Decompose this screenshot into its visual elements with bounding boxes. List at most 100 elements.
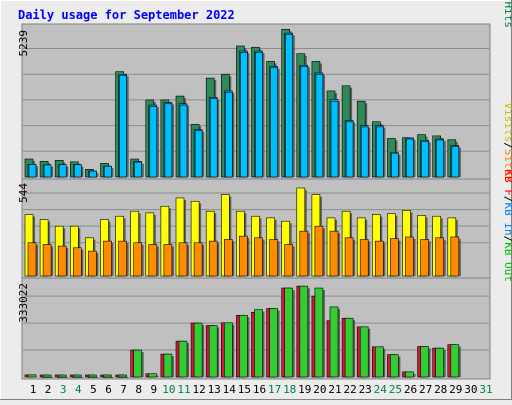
x-label-day-20: 20 — [313, 383, 326, 396]
x-label-day-19: 19 — [298, 383, 311, 396]
pages-bar-day-16 — [256, 52, 263, 177]
kbout-bar-day-1 — [28, 375, 36, 377]
kbout-bar-day-19 — [300, 286, 308, 377]
visits-ymax-label: 544 — [17, 183, 30, 203]
x-label-day-12: 12 — [192, 383, 205, 396]
hits-ymax-label: 5239 — [17, 30, 30, 57]
sites-bar-day-3 — [58, 246, 66, 276]
kbout-bar-day-27 — [421, 347, 429, 377]
kbout-bar-day-6 — [104, 375, 112, 377]
legend-entry-2-1: KB In — [502, 203, 512, 236]
legend-entry-2-0: KB F — [502, 169, 512, 196]
sites-bar-day-12 — [194, 243, 202, 276]
kbout-bar-day-7 — [119, 375, 127, 377]
x-label-day-29: 29 — [449, 383, 462, 396]
pages-bar-day-29 — [452, 147, 459, 177]
x-label-day-9: 9 — [150, 383, 157, 396]
kbout-bar-day-21 — [330, 307, 338, 377]
pages-bar-day-2 — [44, 165, 51, 177]
x-label-day-7: 7 — [120, 383, 127, 396]
x-label-day-21: 21 — [328, 383, 341, 396]
kbout-bar-day-5 — [88, 375, 96, 377]
kbout-bar-day-28 — [436, 348, 444, 377]
legend-separator: / — [502, 236, 512, 243]
x-label-day-17: 17 — [268, 383, 281, 396]
pages-bar-day-19 — [301, 67, 308, 177]
legend-entry-1-0: Visits — [502, 103, 512, 143]
kbytes-ymax-label: 333022 — [17, 283, 30, 323]
pages-bar-day-14 — [225, 92, 232, 177]
sites-bar-day-18 — [285, 244, 293, 276]
pages-bar-day-17 — [271, 68, 278, 177]
kbout-bar-day-24 — [375, 347, 383, 377]
pages-bar-day-1 — [29, 164, 36, 177]
x-label-day-16: 16 — [253, 383, 266, 396]
sites-bar-day-6 — [104, 241, 112, 276]
x-label-day-27: 27 — [419, 383, 432, 396]
sites-bar-day-28 — [436, 238, 444, 276]
x-label-day-28: 28 — [434, 383, 447, 396]
x-label-day-1: 1 — [30, 383, 37, 396]
x-label-day-10: 10 — [162, 383, 175, 396]
kbout-bar-day-2 — [43, 375, 51, 377]
x-label-day-15: 15 — [238, 383, 251, 396]
sites-bar-day-9 — [149, 244, 157, 276]
sites-bar-day-25 — [390, 239, 398, 276]
kbytes-legend: KB F/KB In/KB Out — [502, 169, 512, 282]
sites-bar-day-26 — [406, 237, 414, 276]
x-label-day-30: 30 — [464, 383, 477, 396]
chart-title: Daily usage for September 2022 — [18, 8, 235, 22]
pages-bar-day-10 — [165, 104, 172, 177]
kbout-bar-day-9 — [149, 374, 157, 377]
kbout-bar-day-17 — [270, 309, 278, 377]
kbout-bar-day-20 — [315, 288, 323, 377]
kbout-bar-day-13 — [209, 326, 217, 377]
legend-entry-2-2: KB Out — [502, 242, 512, 282]
kbout-bar-day-11 — [179, 341, 187, 377]
pages-bar-day-12 — [195, 131, 202, 177]
kbout-bar-day-26 — [406, 372, 414, 377]
x-label-day-2: 2 — [45, 383, 52, 396]
sites-bar-day-14 — [224, 239, 232, 276]
sites-bar-day-1 — [28, 243, 36, 276]
x-label-day-3: 3 — [60, 383, 67, 396]
legend-separator: / — [502, 142, 512, 149]
sites-bar-day-13 — [209, 241, 217, 276]
pages-bar-day-18 — [286, 34, 293, 177]
kbout-bar-day-18 — [285, 288, 293, 377]
pages-bar-day-20 — [316, 74, 323, 177]
pages-bar-day-9 — [150, 106, 157, 177]
sites-bar-day-11 — [179, 243, 187, 276]
sites-bar-day-2 — [43, 244, 51, 276]
x-label-day-13: 13 — [208, 383, 221, 396]
legend-separator: / — [502, 196, 512, 203]
sites-bar-day-5 — [88, 251, 96, 276]
pages-bar-day-23 — [361, 127, 368, 177]
kbout-bar-day-15 — [239, 315, 247, 377]
pages-bar-day-25 — [391, 153, 398, 177]
sites-bar-day-21 — [330, 231, 338, 276]
sites-bar-day-23 — [360, 239, 368, 276]
sites-bar-day-17 — [270, 239, 278, 276]
pages-bar-day-27 — [422, 142, 429, 177]
sites-bar-day-29 — [451, 237, 459, 276]
x-label-day-31: 31 — [479, 383, 492, 396]
sites-bar-day-15 — [239, 236, 247, 276]
x-label-day-23: 23 — [359, 383, 372, 396]
kbout-bar-day-22 — [345, 318, 353, 377]
kbout-bar-day-10 — [164, 354, 172, 377]
sites-bar-day-7 — [119, 241, 127, 276]
pages-bar-day-6 — [105, 166, 112, 177]
x-label-day-26: 26 — [404, 383, 417, 396]
kbout-bar-day-12 — [194, 323, 202, 377]
sites-bar-day-27 — [421, 239, 429, 276]
pages-bar-day-22 — [346, 122, 353, 177]
hits-legend: Pages/Files/Hits — [502, 0, 512, 28]
kbout-bar-day-8 — [134, 350, 142, 377]
pages-bar-day-7 — [120, 76, 127, 177]
sites-bar-day-16 — [255, 238, 263, 276]
kbout-bar-day-3 — [58, 375, 66, 377]
x-label-day-8: 8 — [135, 383, 142, 396]
